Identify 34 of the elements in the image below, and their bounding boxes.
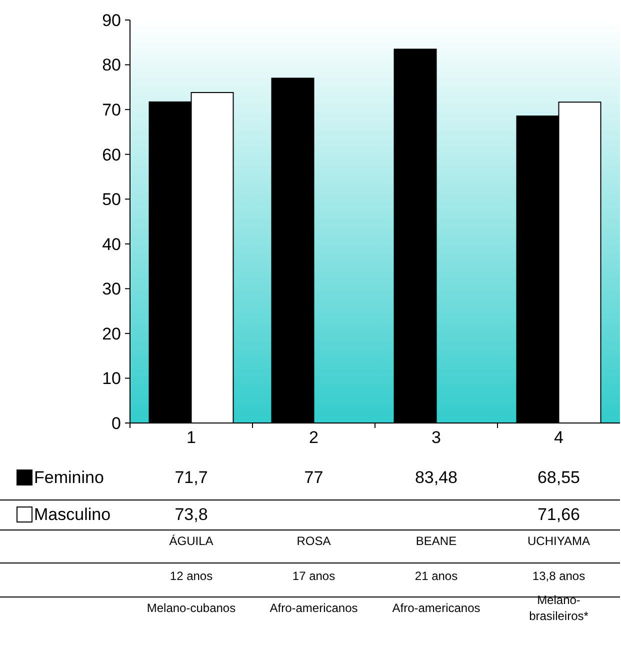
y-tick-label: 50: [102, 190, 121, 210]
data-label: 71,7: [174, 468, 208, 487]
y-tick-label: 60: [102, 145, 121, 164]
x-tick-label: 2: [309, 428, 318, 447]
text: 12 anos: [170, 569, 213, 583]
x-tick-label: 4: [554, 428, 564, 447]
text: Melano-brasileiros*: [529, 593, 589, 623]
y-tick-label: 90: [102, 10, 121, 30]
text: ÁGUILA: [169, 534, 214, 548]
data-label: 77: [304, 468, 324, 487]
text: 13,8 anos: [532, 569, 586, 583]
y-tick-label: 80: [102, 56, 121, 75]
x-tick-label: 3: [432, 428, 441, 447]
y-tick-label: 70: [102, 100, 121, 120]
text: Melano-cubanos: [146, 601, 236, 615]
text: BEANE: [416, 534, 457, 548]
y-tick-label: 30: [102, 280, 121, 299]
text: ROSA: [296, 534, 331, 548]
y-tick-label: 40: [102, 234, 121, 254]
x-tick-label: 1: [186, 428, 196, 447]
data-label: 73,8: [174, 505, 208, 524]
data-label: 68,55: [537, 468, 580, 487]
data-label: 83,48: [414, 468, 458, 487]
text: Afro-americanos: [270, 601, 358, 615]
legend-label: Feminino: [34, 468, 104, 487]
y-tick-label: 20: [102, 324, 121, 344]
text: 17 anos: [292, 569, 336, 583]
text: 21 anos: [414, 569, 458, 583]
text: UCHIYAMA: [528, 534, 590, 548]
y-tick-label: 0: [112, 414, 121, 433]
data-label: 71,66: [537, 505, 580, 524]
text: Afro-americanos: [392, 601, 480, 615]
y-tick-label: 10: [102, 369, 121, 388]
legend-label: Masculino: [34, 505, 111, 524]
